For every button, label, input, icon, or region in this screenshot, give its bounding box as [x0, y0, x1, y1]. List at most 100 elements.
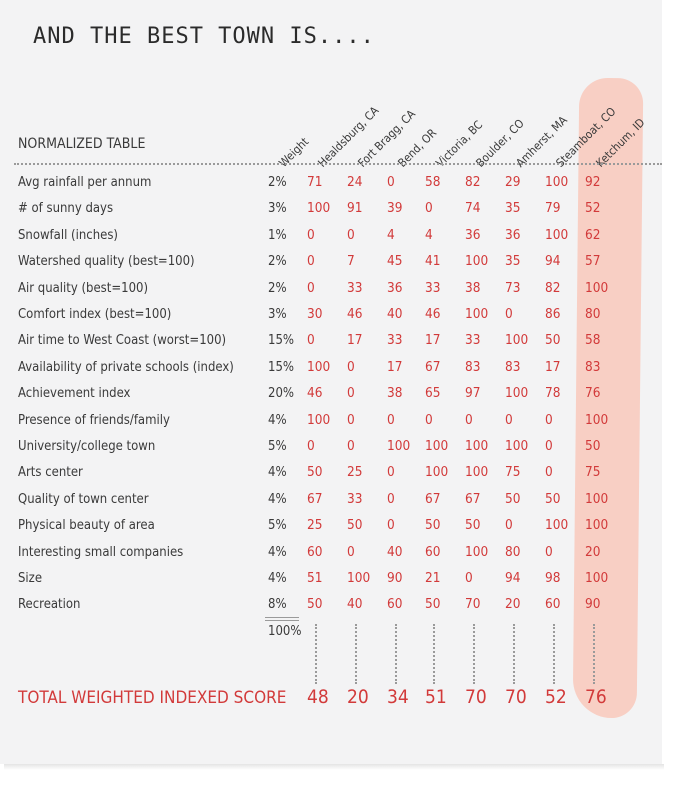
row-label: Recreation	[18, 597, 81, 613]
table-cell: 60	[425, 543, 441, 560]
table-cell: 75	[505, 464, 521, 481]
table-cell: 100	[307, 411, 331, 428]
weight-total: 100%	[268, 624, 302, 639]
column-dotted-leader	[355, 624, 357, 684]
table-cell: 100	[465, 543, 489, 560]
row-weight: 3%	[268, 307, 287, 322]
table-cell: 50	[425, 596, 441, 613]
table-cell: 33	[425, 279, 441, 296]
column-dotted-leader	[395, 624, 397, 684]
table-cell: 0	[545, 464, 553, 481]
table-cell: 50	[425, 517, 441, 534]
total-score-label: TOTAL WEIGHTED INDEXED SCORE	[18, 688, 287, 708]
table-cell: 51	[307, 570, 323, 586]
total-score: 20	[347, 686, 369, 708]
table-cell: 67	[465, 490, 481, 507]
table-cell: 100	[425, 438, 449, 454]
table-cell: 0	[387, 464, 395, 481]
row-label: University/college town	[18, 439, 156, 454]
column-dotted-leader	[315, 624, 317, 684]
table-cell: 70	[465, 596, 481, 613]
table-cell: 100	[585, 490, 609, 507]
table-cell: 40	[387, 306, 403, 322]
row-label: Size	[18, 571, 43, 586]
total-score: 70	[465, 686, 487, 708]
table-cell: 100	[505, 332, 529, 349]
row-label: Quality of town center	[18, 491, 149, 507]
table-cell: 50	[347, 517, 363, 534]
table-cell: 0	[465, 411, 473, 428]
table-cell: 0	[347, 385, 355, 402]
row-label: Arts center	[18, 465, 83, 481]
table-cell: 20	[585, 543, 601, 560]
row-label: Watershed quality (best=100)	[18, 254, 195, 270]
table-cell: 46	[425, 306, 441, 322]
table-cell: 100	[465, 464, 489, 481]
table-cell: 67	[425, 490, 441, 507]
table-cell: 100	[585, 517, 609, 534]
row-label: Air time to West Coast (worst=100)	[18, 333, 227, 349]
table-cell: 25	[307, 517, 323, 534]
table-cell: 4	[425, 226, 433, 243]
table-label: NORMALIZED TABLE	[18, 136, 146, 152]
row-label: Air quality (best=100)	[18, 280, 149, 296]
table-cell: 0	[307, 279, 315, 296]
row-weight: 3%	[268, 201, 287, 217]
table-cell: 100	[425, 464, 449, 481]
table-cell: 39	[387, 200, 403, 217]
table-cell: 7	[347, 253, 355, 270]
table-cell: 38	[387, 385, 403, 402]
row-label: Presence of friends/family	[18, 412, 170, 428]
table-cell: 100	[465, 253, 489, 270]
table-cell: 30	[307, 306, 323, 322]
column-dotted-leader	[473, 624, 475, 684]
row-weight: 4%	[268, 491, 287, 507]
header-divider	[14, 163, 662, 165]
table-cell: 41	[425, 253, 441, 270]
row-label: Comfort index (best=100)	[18, 307, 172, 322]
total-score: 34	[387, 686, 409, 708]
table-cell: 29	[505, 174, 521, 190]
paper-background	[0, 0, 662, 764]
table-cell: 0	[425, 200, 433, 217]
total-score: 51	[425, 686, 447, 708]
table-cell: 0	[505, 411, 513, 428]
table-cell: 4	[387, 226, 395, 243]
row-label: # of sunny days	[18, 201, 114, 217]
table-cell: 67	[425, 358, 441, 375]
table-cell: 0	[347, 543, 355, 560]
table-cell: 0	[307, 332, 315, 349]
row-label: Snowfall (inches)	[18, 227, 118, 243]
table-cell: 79	[545, 200, 561, 217]
table-cell: 60	[307, 543, 323, 560]
table-cell: 60	[545, 596, 561, 613]
table-cell: 46	[347, 306, 363, 322]
column-dotted-leader	[593, 624, 595, 684]
table-cell: 50	[545, 332, 561, 349]
total-score: 70	[505, 686, 527, 708]
table-cell: 36	[387, 279, 403, 296]
row-weight: 2%	[268, 175, 287, 190]
row-weight: 15%	[268, 359, 294, 375]
row-label: Avg rainfall per annum	[18, 175, 152, 190]
table-cell: 0	[347, 226, 355, 243]
table-cell: 33	[465, 332, 481, 349]
table-cell: 0	[545, 438, 553, 454]
table-cell: 50	[307, 464, 323, 481]
table-cell: 50	[465, 517, 481, 534]
table-cell: 100	[465, 306, 489, 322]
table-cell: 17	[387, 358, 403, 375]
table-cell: 76	[585, 385, 601, 402]
table-cell: 75	[585, 464, 601, 481]
table-cell: 0	[347, 358, 355, 375]
column-dotted-leader	[513, 624, 515, 684]
table-cell: 0	[387, 517, 395, 534]
row-weight: 5%	[268, 518, 287, 534]
table-cell: 100	[347, 570, 371, 586]
paper-shadow	[4, 764, 664, 770]
table-cell: 0	[307, 226, 315, 243]
table-cell: 78	[545, 385, 561, 402]
table-cell: 100	[585, 279, 609, 296]
table-cell: 60	[387, 596, 403, 613]
page-title: AND THE BEST TOWN IS....	[33, 24, 375, 49]
